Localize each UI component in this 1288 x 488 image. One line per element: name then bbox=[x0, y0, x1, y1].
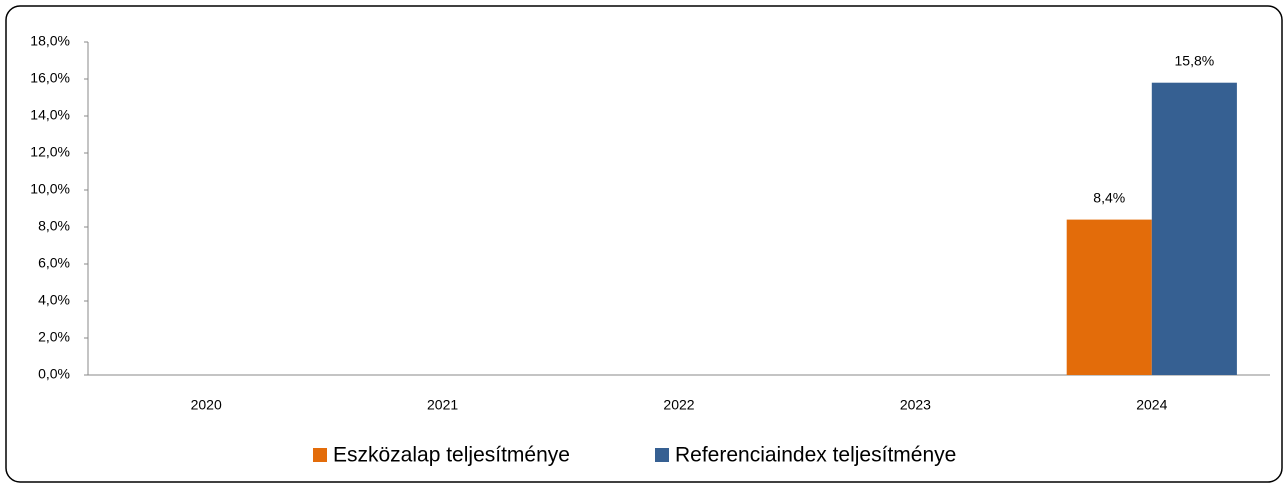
bar bbox=[1066, 219, 1152, 375]
legend-swatch bbox=[313, 448, 327, 462]
bar bbox=[1151, 82, 1237, 375]
y-tick-label: 2,0% bbox=[38, 329, 70, 345]
y-tick-label: 16,0% bbox=[30, 70, 70, 86]
x-tick-label: 2024 bbox=[1136, 397, 1167, 413]
y-tick-label: 6,0% bbox=[38, 255, 70, 271]
data-label: 15,8% bbox=[1175, 52, 1215, 68]
y-tick-label: 0,0% bbox=[38, 366, 70, 382]
legend-label: Referenciaindex teljesítménye bbox=[675, 444, 956, 467]
x-tick-label: 2020 bbox=[191, 397, 222, 413]
x-tick-label: 2023 bbox=[900, 397, 931, 413]
legend-label: Eszközalap teljesítménye bbox=[333, 444, 570, 467]
chart-frame bbox=[5, 5, 1283, 483]
y-tick-label: 12,0% bbox=[30, 144, 70, 160]
y-tick-label: 18,0% bbox=[30, 33, 70, 49]
y-tick-label: 14,0% bbox=[30, 107, 70, 123]
y-tick-label: 10,0% bbox=[30, 181, 70, 197]
legend-swatch bbox=[655, 448, 669, 462]
x-tick-label: 2021 bbox=[427, 397, 458, 413]
x-tick-label: 2022 bbox=[663, 397, 694, 413]
y-tick-label: 8,0% bbox=[38, 218, 70, 234]
y-tick-label: 4,0% bbox=[38, 292, 70, 308]
data-label: 8,4% bbox=[1093, 189, 1125, 205]
